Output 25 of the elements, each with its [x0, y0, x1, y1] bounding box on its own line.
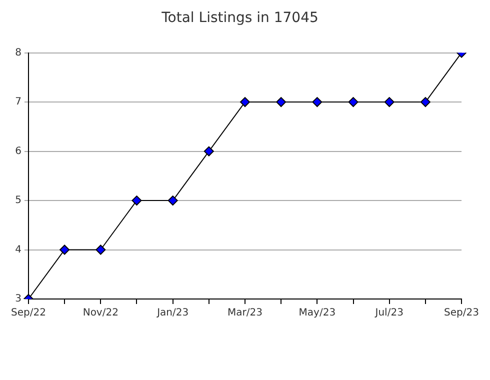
- point: [312, 97, 322, 108]
- x-tick-label: May/23: [298, 308, 336, 319]
- chart-title: Total Listings in 17045: [160, 10, 318, 26]
- x-tick-label: Sep/23: [444, 308, 480, 319]
- y-tick-label: 6: [15, 146, 22, 157]
- point: [60, 244, 70, 255]
- point: [276, 97, 286, 108]
- point: [168, 196, 178, 206]
- y-tick-label: 8: [15, 47, 22, 58]
- x-tick-label: Jul/23: [374, 308, 404, 319]
- x-tick-label: Mar/23: [228, 308, 262, 319]
- y-tick-label: 7: [15, 96, 22, 108]
- x-tick-label: Nov/22: [82, 308, 118, 319]
- point: [132, 196, 142, 206]
- y-tick-label: 3: [15, 294, 22, 305]
- point: [348, 97, 358, 108]
- point: [240, 97, 250, 108]
- point: [420, 97, 430, 108]
- y-tick-label: 5: [15, 195, 22, 206]
- x-tick-label: Jan/23: [156, 308, 189, 319]
- x-tick-label: Sep/22: [10, 308, 46, 319]
- y-tick-label: 4: [15, 244, 22, 256]
- point: [96, 244, 106, 255]
- point: [384, 97, 394, 108]
- point: [204, 146, 214, 156]
